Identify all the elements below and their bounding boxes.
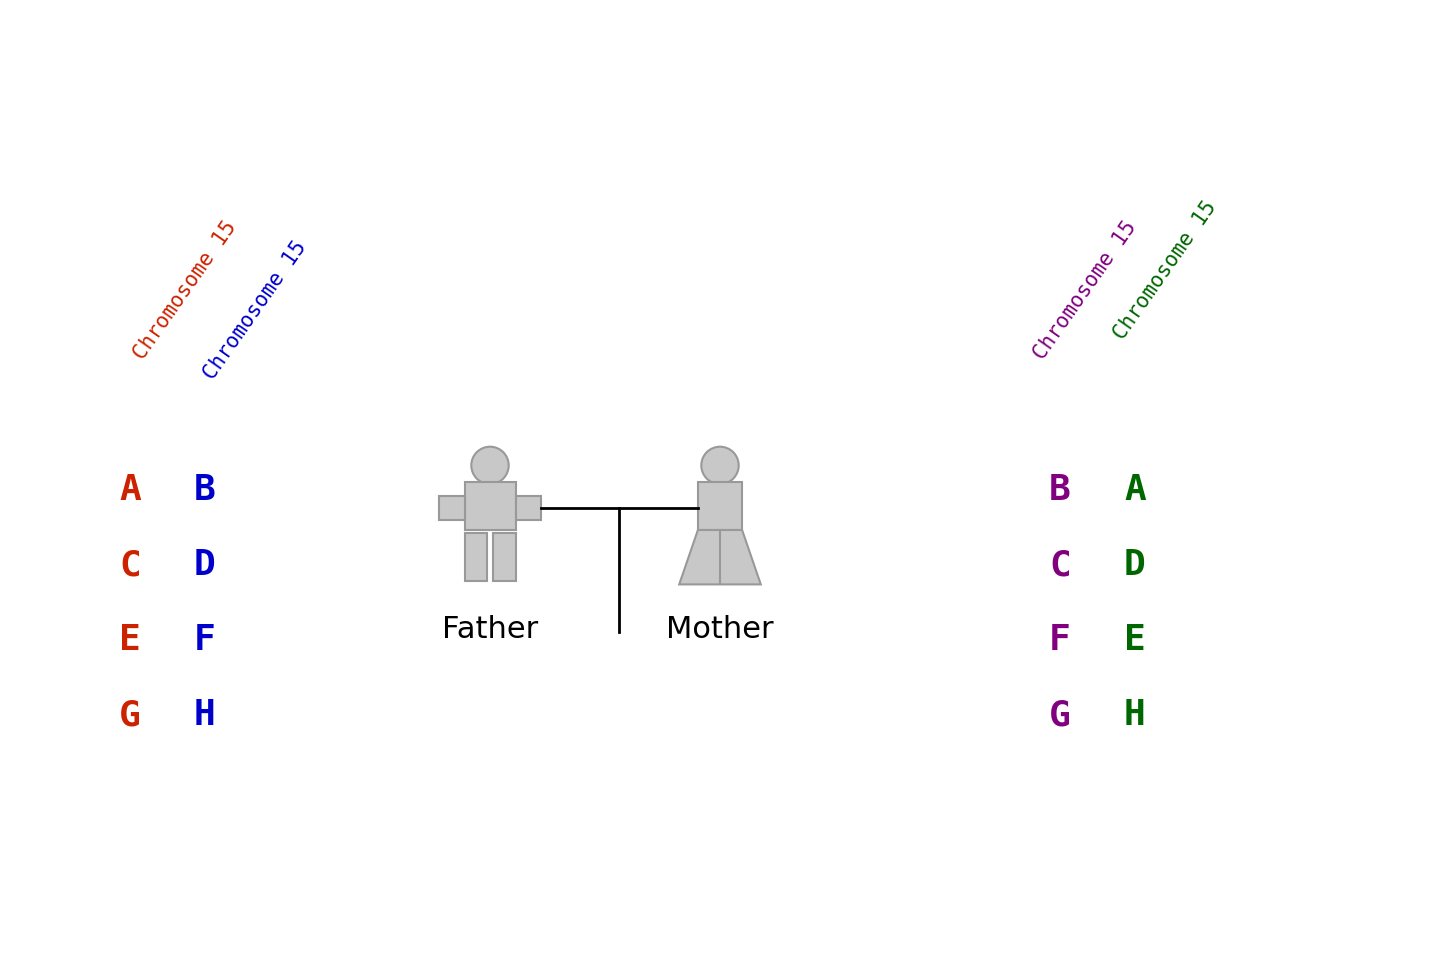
Text: E: E — [120, 623, 141, 657]
Text: C: C — [120, 548, 141, 582]
Text: Chromosome 15: Chromosome 15 — [200, 237, 310, 383]
FancyBboxPatch shape — [465, 534, 487, 581]
Text: A: A — [1125, 473, 1146, 507]
Text: C: C — [1050, 548, 1071, 582]
Text: D: D — [194, 548, 216, 582]
Text: Mother: Mother — [667, 615, 773, 644]
FancyBboxPatch shape — [465, 482, 516, 530]
Text: Chromosome 15: Chromosome 15 — [130, 217, 240, 363]
Text: G: G — [1050, 698, 1071, 732]
Text: E: E — [1125, 623, 1146, 657]
Text: H: H — [1125, 698, 1146, 732]
Polygon shape — [680, 530, 760, 585]
Text: Chromosome 15: Chromosome 15 — [1030, 217, 1140, 363]
Text: F: F — [194, 623, 216, 657]
Text: B: B — [194, 473, 216, 507]
Circle shape — [471, 447, 508, 484]
Text: A: A — [120, 473, 141, 507]
Circle shape — [701, 447, 739, 484]
FancyBboxPatch shape — [439, 496, 465, 520]
FancyBboxPatch shape — [698, 482, 742, 530]
FancyBboxPatch shape — [494, 534, 516, 581]
Text: B: B — [1050, 473, 1071, 507]
Text: Father: Father — [442, 615, 539, 644]
FancyBboxPatch shape — [516, 496, 541, 520]
Text: H: H — [194, 698, 216, 732]
Text: Chromosome 15: Chromosome 15 — [1110, 197, 1220, 343]
Text: F: F — [1050, 623, 1071, 657]
Text: D: D — [1125, 548, 1146, 582]
Text: G: G — [120, 698, 141, 732]
